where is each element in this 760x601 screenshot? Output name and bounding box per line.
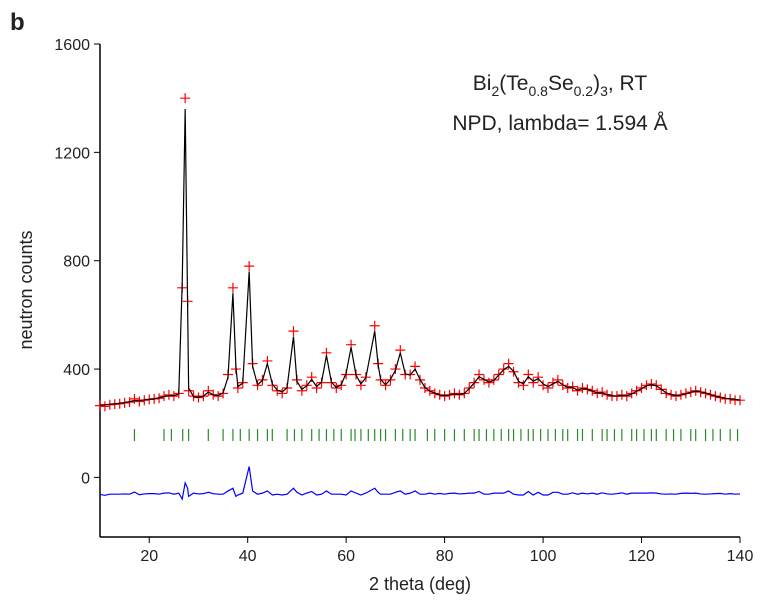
annotation-part: 2: [491, 83, 499, 99]
observed-point: [311, 383, 322, 394]
annotation-part: 0.2: [574, 83, 594, 99]
observed-point: [474, 369, 485, 380]
observed-point: [203, 385, 214, 396]
observed-point: [163, 389, 174, 400]
observed-point: [355, 380, 366, 391]
observed-point: [129, 393, 140, 404]
observed-point: [244, 261, 255, 272]
y-tick-label: 0: [81, 470, 90, 487]
y-tick-label: 1200: [54, 145, 90, 162]
observed-point: [180, 93, 191, 104]
y-tick-label: 800: [63, 254, 90, 271]
observed-point: [227, 282, 238, 293]
series-line: [99, 466, 741, 501]
observed-point: [288, 326, 299, 337]
observed-point: [543, 383, 553, 394]
annotation-part: , RT: [608, 72, 647, 95]
y-tick-label: 400: [63, 362, 90, 379]
x-tick-label: 60: [337, 548, 355, 565]
observed-point: [369, 320, 380, 331]
annotation-part: ): [593, 72, 600, 95]
y-axis-title: neutron counts: [16, 230, 36, 349]
annotation-part: Bi: [473, 72, 492, 95]
observed-point: [597, 387, 608, 398]
annotation-part: 0.8: [528, 83, 548, 99]
observed-point: [552, 374, 563, 385]
annotation-part: Se: [548, 72, 574, 95]
observed-point: [306, 372, 317, 383]
x-tick-label: 120: [628, 548, 655, 565]
observed-point: [616, 389, 627, 400]
x-tick-label: 80: [436, 548, 454, 565]
panel-label: b: [10, 9, 25, 36]
y-tick-label: 1600: [54, 37, 90, 54]
observed-point: [134, 396, 145, 407]
x-tick-label: 140: [727, 548, 754, 565]
observed-point: [277, 388, 288, 399]
observed-point: [523, 369, 534, 380]
x-tick-label: 20: [140, 548, 158, 565]
observed-point: [735, 395, 745, 406]
observed-point: [296, 385, 307, 396]
observed-point: [567, 381, 578, 392]
annotation-part: (Te: [499, 72, 528, 95]
observed-point: [99, 401, 110, 412]
x-tick-label: 100: [530, 548, 557, 565]
observed-point: [95, 400, 105, 411]
observed-point: [533, 372, 544, 383]
annotation-part: NPD, lambda= 1.594 Å: [452, 112, 667, 135]
x-tick-label: 40: [239, 548, 257, 565]
annotation-part: 3: [600, 83, 608, 99]
observed-point: [528, 377, 539, 388]
annotation: Bi2(Te0.8Se0.2)3, RT: [473, 72, 648, 99]
observed-point: [646, 378, 657, 389]
annotation: NPD, lambda= 1.594 Å: [452, 112, 667, 135]
series-line: [100, 108, 741, 406]
observed-point: [518, 380, 529, 391]
x-axis-title: 2 theta (deg): [369, 574, 471, 594]
